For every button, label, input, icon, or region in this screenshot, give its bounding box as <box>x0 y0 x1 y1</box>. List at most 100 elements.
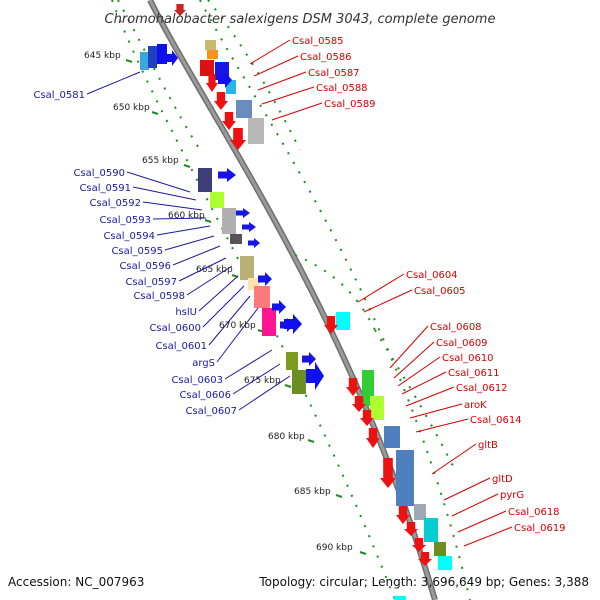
gene-arrow-forward <box>248 238 260 248</box>
gene-arrow-reverse <box>174 4 186 16</box>
gene-label[interactable]: Csal_0600 <box>149 323 201 334</box>
gene-leader-line <box>457 510 507 533</box>
track-guide-line <box>117 0 201 151</box>
gene-label[interactable]: Csal_0603 <box>171 375 223 386</box>
gene-leader-line <box>132 186 197 201</box>
gene-label[interactable]: gltD <box>492 474 513 485</box>
gene-label[interactable]: Csal_0587 <box>308 68 360 79</box>
accession-text: Accession: NC_007963 <box>8 575 144 589</box>
genome-summary-text: Topology: circular; Length: 3,696,649 bp… <box>258 575 589 589</box>
gene-feature <box>394 596 406 600</box>
gene-feature <box>248 118 264 144</box>
gene-label[interactable]: Csal_0607 <box>185 406 237 417</box>
gene-label[interactable]: pyrG <box>500 490 524 501</box>
gene-label[interactable]: Csal_0597 <box>125 277 177 288</box>
gene-leader-line <box>397 356 441 387</box>
gene-leader-line <box>198 275 239 312</box>
kbp-tick-label: 680 kbp <box>268 432 305 442</box>
gene-leader-line <box>253 55 299 77</box>
gene-label[interactable]: Csal_0605 <box>414 286 466 297</box>
gene-arrow-reverse <box>214 92 228 110</box>
gene-arrow-forward <box>284 314 302 334</box>
gene-label[interactable]: Csal_0592 <box>89 198 141 209</box>
gene-label[interactable]: Csal_0588 <box>316 83 368 94</box>
gene-label[interactable]: aroK <box>464 400 487 411</box>
gene-label[interactable]: Csal_0598 <box>133 291 185 302</box>
gene-label[interactable]: Csal_0590 <box>73 168 125 179</box>
gene-arrow-reverse <box>352 396 366 412</box>
kbp-tick-label: 670 kbp <box>219 321 256 331</box>
kbp-tick-mark <box>183 164 191 168</box>
kbp-tick-label: 660 kbp <box>168 211 205 221</box>
gene-leader-line <box>186 265 233 296</box>
gene-labels: Csal_0585 Csal_0586 Csal_0587 Csal_0588 Csal… <box>33 36 566 547</box>
gene-feature <box>424 518 438 542</box>
kbp-tick-mark <box>151 111 159 115</box>
kbp-tick-mark <box>307 439 315 443</box>
gene-feature <box>396 450 414 506</box>
gene-leader-line <box>463 526 513 547</box>
gene-label[interactable]: Csal_0606 <box>179 390 231 401</box>
kbp-scale: 645 kbp 650 kbp 655 kbp 660 kbp 665 kbp 670 k… <box>84 51 367 555</box>
gene-label[interactable]: Csal_0594 <box>103 231 155 242</box>
kbp-tick-mark <box>125 59 133 63</box>
gene-features <box>140 4 452 600</box>
track-guide-line <box>294 254 376 331</box>
gene-arrow-reverse <box>418 552 432 566</box>
gene-leader-line <box>156 225 211 236</box>
kbp-tick-label: 645 kbp <box>84 51 121 61</box>
gene-label[interactable]: Csal_0610 <box>442 353 494 364</box>
genome-backbone-shadow <box>147 0 438 600</box>
gene-label[interactable]: argS <box>192 358 215 369</box>
kbp-tick-mark <box>335 494 343 498</box>
gene-leader-line <box>232 363 281 395</box>
gene-feature <box>200 60 214 76</box>
gene-feature <box>254 286 270 308</box>
gene-label[interactable]: gltB <box>478 440 498 451</box>
gene-leader-line <box>86 71 141 95</box>
gene-leader-line <box>357 273 405 303</box>
gene-label[interactable]: Csal_0611 <box>448 368 500 379</box>
gene-leader-line <box>202 285 245 328</box>
gene-leader-line <box>401 371 447 395</box>
gene-feature <box>226 80 236 94</box>
kbp-tick-label: 650 kbp <box>113 103 150 113</box>
gene-feature <box>240 256 254 280</box>
kbp-tick-label: 690 kbp <box>316 543 353 553</box>
gene-label[interactable]: Csal_0609 <box>436 338 488 349</box>
gene-label[interactable]: Csal_0619 <box>514 523 566 534</box>
gene-label[interactable]: Csal_0589 <box>324 99 376 110</box>
gene-label[interactable]: Csal_0585 <box>292 36 344 47</box>
gene-label[interactable]: Csal_0581 <box>33 90 85 101</box>
gene-leader-line <box>238 375 291 411</box>
gene-label[interactable]: Csal_0608 <box>430 322 482 333</box>
gene-label[interactable]: Csal_0604 <box>406 270 458 281</box>
gene-feature <box>157 44 167 64</box>
gene-arrow-forward <box>258 272 272 286</box>
gene-leader-line <box>409 403 463 419</box>
kbp-tick-mark <box>204 219 212 223</box>
gene-feature <box>434 542 446 556</box>
gene-label[interactable]: Csal_0591 <box>79 183 131 194</box>
gene-label[interactable]: hslU <box>175 307 197 318</box>
gene-label[interactable]: Csal_0612 <box>456 383 508 394</box>
gene-label[interactable]: Csal_0586 <box>300 52 352 63</box>
gene-feature <box>336 312 350 330</box>
gene-label[interactable]: Csal_0596 <box>119 261 171 272</box>
gene-arrow-reverse <box>346 378 360 396</box>
gene-arrow-reverse <box>380 458 396 488</box>
gene-label[interactable]: Csal_0601 <box>155 341 207 352</box>
kbp-tick-label: 665 kbp <box>196 265 233 275</box>
gene-label[interactable]: Csal_0618 <box>508 507 560 518</box>
gene-label[interactable]: Csal_0593 <box>99 215 151 226</box>
gene-leader-line <box>405 386 455 407</box>
gene-feature <box>286 352 298 370</box>
gene-feature <box>236 100 252 118</box>
gene-label[interactable]: Csal_0595 <box>111 246 163 257</box>
track-guide-line <box>111 0 396 600</box>
gene-label[interactable]: Csal_0614 <box>470 415 522 426</box>
gene-feature <box>370 396 384 420</box>
gene-arrow-forward <box>306 362 324 390</box>
gene-arrow-forward <box>218 72 232 88</box>
